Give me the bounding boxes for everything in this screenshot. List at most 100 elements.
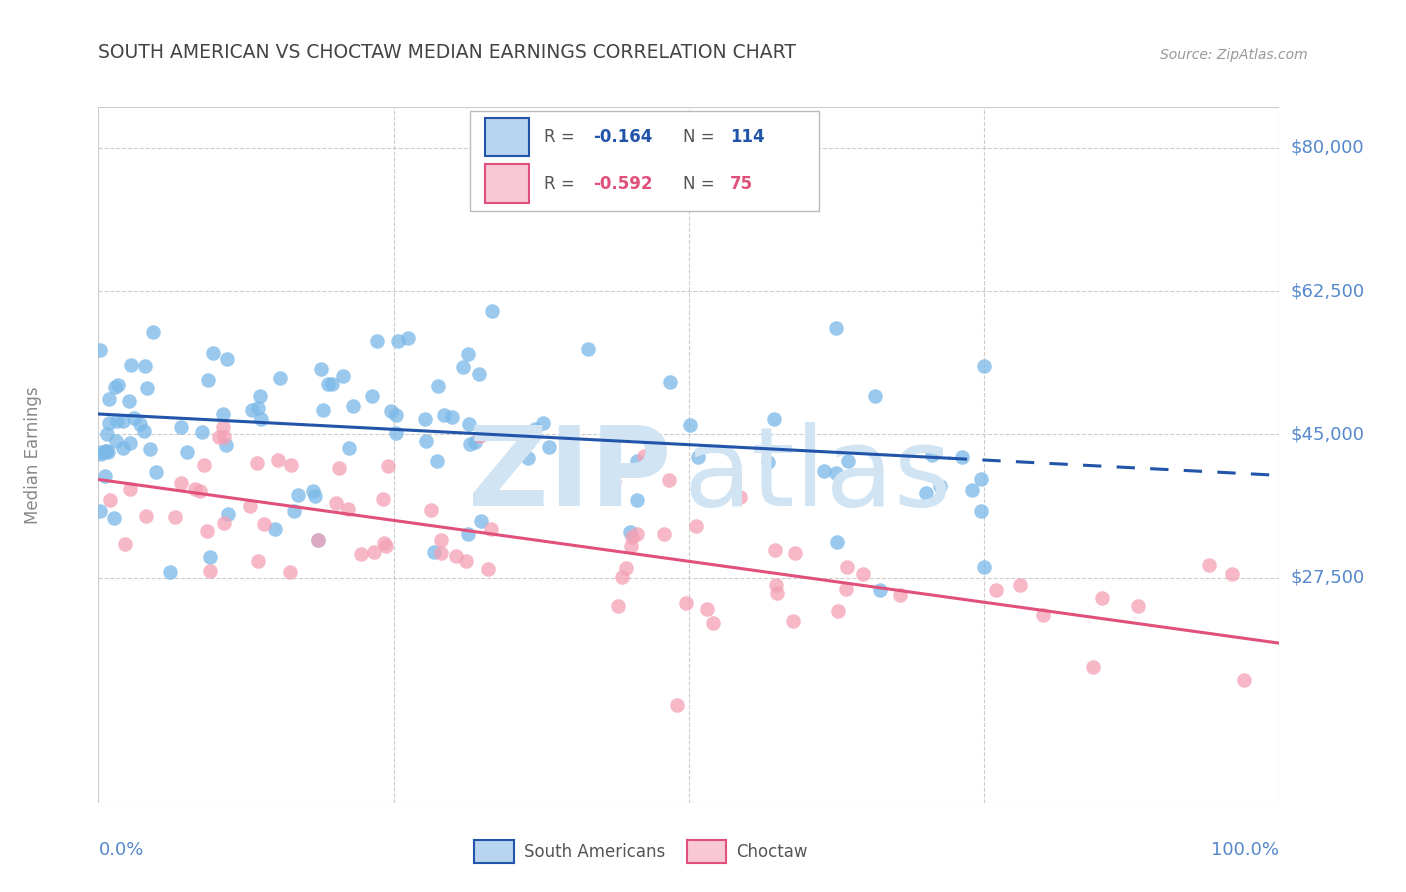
Point — [427, 379, 450, 393]
Point — [621, 530, 644, 544]
Point — [89, 343, 111, 357]
Point — [145, 465, 167, 479]
Point — [112, 414, 135, 428]
Point — [332, 369, 354, 384]
Point — [269, 371, 291, 385]
Point — [765, 578, 787, 592]
Point — [307, 533, 329, 547]
Point — [309, 361, 332, 376]
Point — [90, 445, 112, 459]
Point — [973, 359, 995, 373]
Point — [477, 562, 499, 576]
Point — [89, 504, 111, 518]
Point — [202, 346, 225, 360]
Point — [342, 399, 364, 413]
Text: 0.0%: 0.0% — [98, 841, 143, 859]
Point — [107, 378, 129, 392]
FancyBboxPatch shape — [471, 111, 818, 211]
Point — [1198, 558, 1220, 573]
Point — [350, 547, 373, 561]
Point — [602, 475, 624, 489]
Point — [200, 564, 222, 578]
Point — [889, 588, 911, 602]
Point — [457, 527, 479, 541]
Text: South Americans: South Americans — [523, 843, 665, 861]
Point — [128, 417, 150, 431]
Point — [1091, 591, 1114, 606]
Point — [423, 545, 446, 559]
Point — [619, 525, 641, 540]
Point — [360, 389, 382, 403]
Point — [371, 491, 394, 506]
Point — [94, 468, 117, 483]
Point — [214, 516, 236, 530]
Point — [517, 436, 540, 450]
Point — [377, 458, 399, 473]
Text: R =: R = — [544, 175, 579, 193]
Point — [921, 448, 943, 462]
Point — [188, 483, 211, 498]
Point — [468, 367, 491, 381]
Point — [170, 419, 193, 434]
Point — [451, 359, 474, 374]
Point — [728, 490, 751, 504]
Point — [142, 325, 165, 339]
Point — [420, 503, 443, 517]
Point — [118, 393, 141, 408]
Point — [247, 554, 270, 568]
Point — [614, 561, 637, 575]
Point — [433, 408, 456, 422]
Point — [763, 412, 786, 426]
Point — [458, 437, 481, 451]
Point — [191, 425, 214, 439]
Point — [159, 565, 181, 579]
Point — [280, 458, 302, 472]
Point — [208, 430, 231, 444]
Point — [531, 416, 554, 430]
Point — [470, 514, 492, 528]
Point — [560, 434, 582, 449]
Point — [481, 304, 503, 318]
Point — [1233, 673, 1256, 687]
Point — [105, 414, 128, 428]
Point — [765, 586, 787, 600]
Point — [973, 560, 995, 574]
Point — [193, 458, 215, 472]
Point — [249, 412, 271, 426]
Point — [1032, 607, 1054, 622]
Point — [825, 535, 848, 549]
Point — [267, 453, 290, 467]
Text: N =: N = — [683, 175, 720, 193]
Point — [626, 492, 648, 507]
Point — [440, 409, 463, 424]
Point — [217, 352, 239, 367]
Point — [184, 482, 207, 496]
Point — [626, 527, 648, 541]
Point — [970, 504, 993, 518]
Point — [239, 499, 262, 513]
Point — [94, 444, 117, 458]
Text: N =: N = — [683, 128, 720, 146]
Point — [426, 454, 449, 468]
Point — [837, 559, 859, 574]
Point — [444, 549, 467, 564]
Point — [430, 546, 453, 560]
Point — [837, 454, 859, 468]
Text: Source: ZipAtlas.com: Source: ZipAtlas.com — [1160, 48, 1308, 62]
Text: Median Earnings: Median Earnings — [24, 386, 42, 524]
Point — [658, 474, 681, 488]
Point — [200, 549, 222, 564]
Point — [430, 533, 453, 547]
Point — [626, 454, 648, 468]
Point — [246, 401, 269, 415]
Point — [307, 533, 329, 547]
Point — [950, 450, 973, 465]
Point — [652, 527, 675, 541]
Point — [104, 379, 127, 393]
Point — [1010, 578, 1032, 592]
Point — [385, 425, 408, 440]
Text: atlas: atlas — [683, 422, 952, 529]
Point — [756, 455, 779, 469]
Point — [197, 373, 219, 387]
Point — [479, 522, 502, 536]
